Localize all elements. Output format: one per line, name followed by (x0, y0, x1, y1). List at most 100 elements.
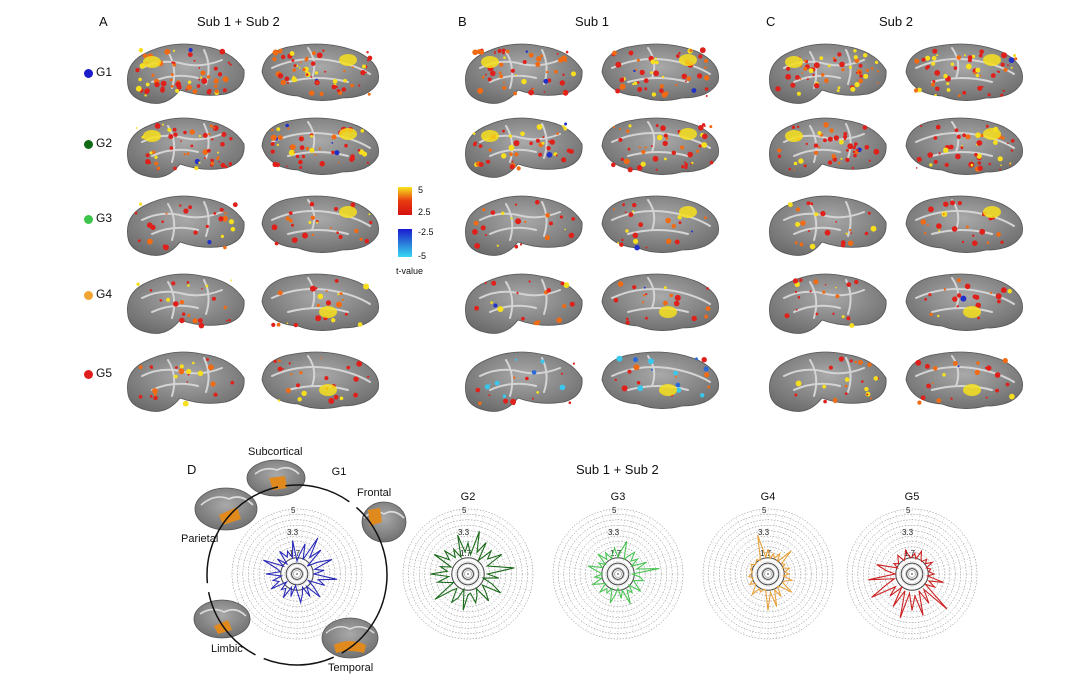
radar-spoke (617, 573, 658, 626)
radar-spoke (296, 573, 315, 637)
radar-spoke (296, 513, 323, 575)
radar-spoke (435, 573, 469, 631)
radar-spoke (585, 517, 619, 575)
radar-series-g1 (263, 537, 338, 605)
radar-ring (285, 562, 309, 586)
radar-spoke (721, 527, 769, 575)
panel-letter-c: C (766, 14, 776, 29)
radar-spoke (872, 522, 913, 575)
radar-ring (429, 535, 507, 613)
radar-spoke (271, 573, 298, 635)
radar-spoke (705, 573, 769, 592)
radar-spoke (403, 573, 469, 583)
radar-ring (900, 562, 924, 586)
group-dot-g4 (84, 291, 93, 300)
radar-spoke (851, 573, 913, 600)
radar-ring-label: 5 (762, 506, 767, 515)
radar-spoke (767, 573, 794, 635)
radar-spoke (232, 573, 298, 583)
radar-spoke (767, 517, 801, 575)
colorbar-neg-max: -5 (418, 251, 427, 261)
radar-spoke (911, 541, 969, 575)
radar-spoke (467, 573, 533, 583)
medial-brain-surface (261, 117, 379, 175)
radar-spoke (236, 548, 298, 575)
radar-spoke (288, 509, 298, 575)
radar-ring-label: 1.7 (904, 549, 916, 558)
radar-ring (258, 535, 336, 613)
radar-spoke (911, 573, 975, 592)
radar-spoke (617, 573, 675, 607)
radar-spoke (555, 573, 619, 592)
radar-spoke (767, 573, 801, 631)
radar-spoke (767, 541, 825, 575)
radar-spoke (411, 541, 469, 575)
radar-spoke (578, 522, 619, 575)
radar-spoke (467, 573, 477, 639)
radar-spoke (442, 513, 469, 575)
radar-ring (762, 568, 774, 580)
radar-ring (435, 541, 501, 607)
radar-spoke (296, 573, 358, 600)
radar-ring (408, 514, 528, 634)
radar-spoke (279, 511, 298, 575)
radar-spoke (711, 573, 769, 607)
radar-title-g5: G5 (905, 491, 920, 503)
radar-ring (852, 514, 972, 634)
radar-spoke (767, 573, 833, 583)
lobe-arc-1 (341, 506, 388, 654)
radar-ring (231, 508, 363, 640)
colorbar-pos-max: 5 (418, 185, 424, 195)
radar-spoke (459, 573, 469, 639)
radar-spoke (271, 513, 298, 575)
panel-title-a: Sub 1 + Sub 2 (197, 14, 280, 29)
radar-spoke (421, 527, 469, 575)
radar-spoke (903, 509, 913, 575)
radar-spoke (467, 509, 477, 575)
lobe-arcs (206, 484, 388, 666)
radar-spoke (735, 517, 769, 575)
radar-spoke (707, 573, 769, 600)
radar-spoke (566, 573, 619, 614)
radar-title-g1: G1 (332, 466, 347, 478)
radar-spoke (416, 534, 469, 575)
radar-title-g3: G3 (611, 491, 626, 503)
radar-spoke (245, 534, 298, 575)
radar-spoke (767, 534, 820, 575)
radar-spoke (617, 534, 670, 575)
radar-spoke (467, 511, 486, 575)
radar-spoke (617, 573, 683, 583)
radar-spoke (467, 541, 525, 575)
radar-spoke (617, 522, 658, 575)
radar-ring (702, 508, 834, 640)
radar-spoke (296, 573, 344, 621)
radar-spoke (561, 541, 619, 575)
radar-spoke (903, 573, 913, 639)
lateral-brain-surface (769, 195, 887, 256)
radar-spoke (467, 573, 525, 607)
panel-title-c: Sub 2 (879, 14, 913, 29)
radar-spoke (767, 509, 777, 575)
radar-spoke (759, 509, 769, 575)
medial-brain-surface (905, 273, 1023, 331)
radar-spoke (405, 556, 469, 575)
radar-g2: 5 3.3 1.7 G2 (402, 491, 534, 640)
radar-spoke (296, 517, 330, 575)
medial-brain-surface (601, 195, 719, 253)
medial-brain-surface (261, 351, 379, 409)
lobe-label-temporal: Temporal (328, 662, 374, 674)
radar-ring (253, 530, 341, 618)
radar-spoke (886, 513, 913, 575)
group-label-g5: G5 (96, 366, 113, 380)
subcortical-brain-icon (246, 459, 306, 497)
radar-ring (708, 514, 828, 634)
radar-series-g3 (587, 541, 660, 605)
radar-series-g2 (430, 531, 515, 611)
radar-spoke (865, 527, 913, 575)
radar-spoke (571, 527, 619, 575)
radar-ring (579, 535, 657, 613)
radar-spoke (411, 573, 469, 607)
radar-spoke (617, 548, 679, 575)
radar-spoke (296, 573, 330, 631)
medial-brain-surface (601, 43, 719, 101)
